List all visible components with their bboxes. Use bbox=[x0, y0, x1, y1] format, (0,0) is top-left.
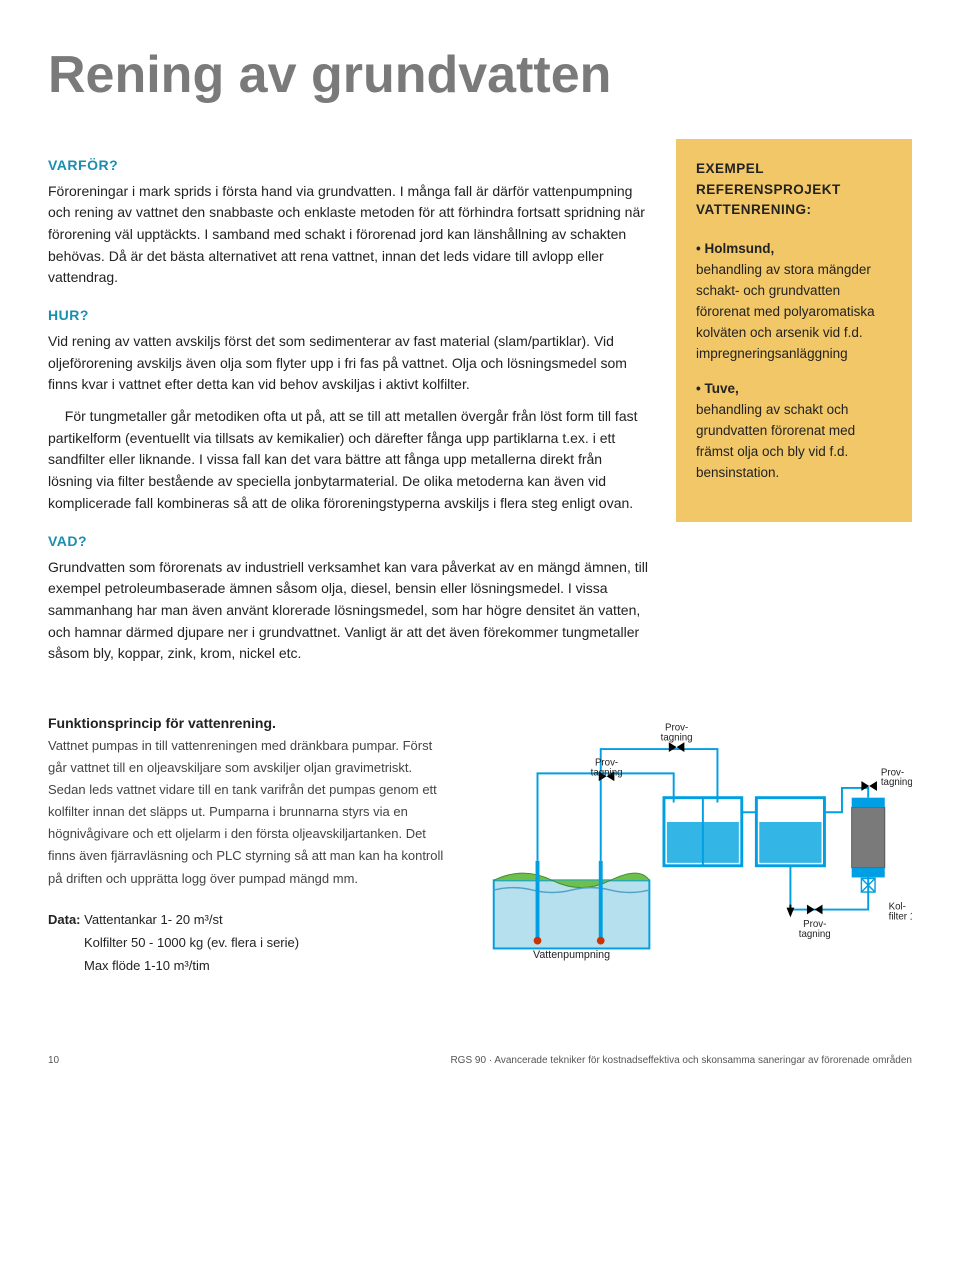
sidebar-box: EXEMPEL REFERENSPROJEKT VATTENRENING: • … bbox=[676, 139, 912, 522]
data-line-1: Data: Vattentankar 1- 20 m³/st bbox=[48, 908, 448, 931]
data-lead: Data: bbox=[48, 912, 81, 927]
footer-page-number: 10 bbox=[48, 1055, 59, 1066]
heading-varfor: VARFÖR? bbox=[48, 157, 648, 173]
sidebar-heading-l3: VATTENRENING: bbox=[696, 202, 812, 217]
sidebar-heading-l1: EXEMPEL bbox=[696, 161, 764, 176]
sidebar-item-text: behandling av stora mängder schakt- och … bbox=[696, 262, 875, 361]
tank-2-fill bbox=[759, 822, 821, 863]
footer-line: RGS 90 · Avancerade tekniker för kostnad… bbox=[450, 1055, 912, 1066]
sidebar-column: EXEMPEL REFERENSPROJEKT VATTENRENING: • … bbox=[676, 139, 912, 522]
sidebar-item-holmsund: • Holmsund, behandling av stora mängder … bbox=[696, 239, 892, 365]
pipe-1 bbox=[538, 773, 674, 861]
main-column: VARFÖR? Föroreningar i mark sprids i för… bbox=[48, 139, 648, 675]
valve-icon bbox=[861, 781, 877, 791]
label-prov-1: Prov-tagning bbox=[591, 758, 623, 779]
arrowhead-icon bbox=[787, 908, 795, 918]
valve-icon bbox=[669, 742, 685, 752]
funktion-body: Vattnet pumpas in till vattenreningen me… bbox=[48, 735, 448, 890]
sidebar-item-lead: • Holmsund, bbox=[696, 241, 774, 256]
page-title: Rening av grundvatten bbox=[48, 48, 912, 103]
process-diagram: Vattenpumpning Prov-tagning Prov-tagning… bbox=[484, 715, 912, 983]
label-prov-2: Prov-tagning bbox=[661, 723, 693, 744]
varfor-paragraph: Föroreningar i mark sprids i första hand… bbox=[48, 181, 648, 289]
pump-dot-2 bbox=[597, 937, 605, 945]
sidebar-item-text: behandling av schakt och grundvatten för… bbox=[696, 402, 855, 480]
pump-dot-1 bbox=[534, 937, 542, 945]
sidebar-item-lead: • Tuve, bbox=[696, 381, 739, 396]
label-prov-3: Prov-tagning bbox=[881, 767, 912, 788]
heading-vad: VAD? bbox=[48, 533, 648, 549]
sidebar-item-tuve: • Tuve, behandling av schakt och grundva… bbox=[696, 379, 892, 484]
data-val-1: Vattentankar 1- 20 m³/st bbox=[81, 912, 223, 927]
data-line-2: Kolfilter 50 - 1000 kg (ev. flera i seri… bbox=[48, 931, 448, 954]
page-footer: 10 RGS 90 · Avancerade tekniker för kost… bbox=[48, 1055, 912, 1066]
kolfilter-cap-top bbox=[852, 798, 885, 808]
label-kolfilter: Kol-filter 1 bbox=[889, 902, 912, 923]
data-line-3: Max flöde 1-10 m³/tim bbox=[48, 954, 448, 977]
diagram-svg: Vattenpumpning Prov-tagning Prov-tagning… bbox=[484, 715, 912, 978]
kolfilter-body bbox=[852, 807, 885, 867]
kolfilter-cap-bottom bbox=[852, 868, 885, 878]
funktion-text-block: Funktionsprincip för vattenrening. Vattn… bbox=[48, 715, 448, 983]
hur-paragraph-1: Vid rening av vatten avskiljs först det … bbox=[48, 331, 648, 396]
heading-hur: HUR? bbox=[48, 307, 648, 323]
vad-paragraph: Grundvatten som förorenats av industriel… bbox=[48, 557, 648, 665]
label-vattenpumpning: Vattenpumpning bbox=[533, 949, 610, 961]
sidebar-heading: EXEMPEL REFERENSPROJEKT VATTENRENING: bbox=[696, 159, 892, 222]
bottom-row: Funktionsprincip för vattenrening. Vattn… bbox=[48, 715, 912, 983]
hur-paragraph-2: För tungmetaller går metodiken ofta ut p… bbox=[48, 406, 648, 514]
two-column-layout: VARFÖR? Föroreningar i mark sprids i för… bbox=[48, 139, 912, 675]
funktion-title: Funktionsprincip för vattenrening. bbox=[48, 715, 448, 731]
label-prov-4: Prov-tagning bbox=[799, 919, 831, 940]
sidebar-heading-l2: REFERENSPROJEKT bbox=[696, 182, 841, 197]
